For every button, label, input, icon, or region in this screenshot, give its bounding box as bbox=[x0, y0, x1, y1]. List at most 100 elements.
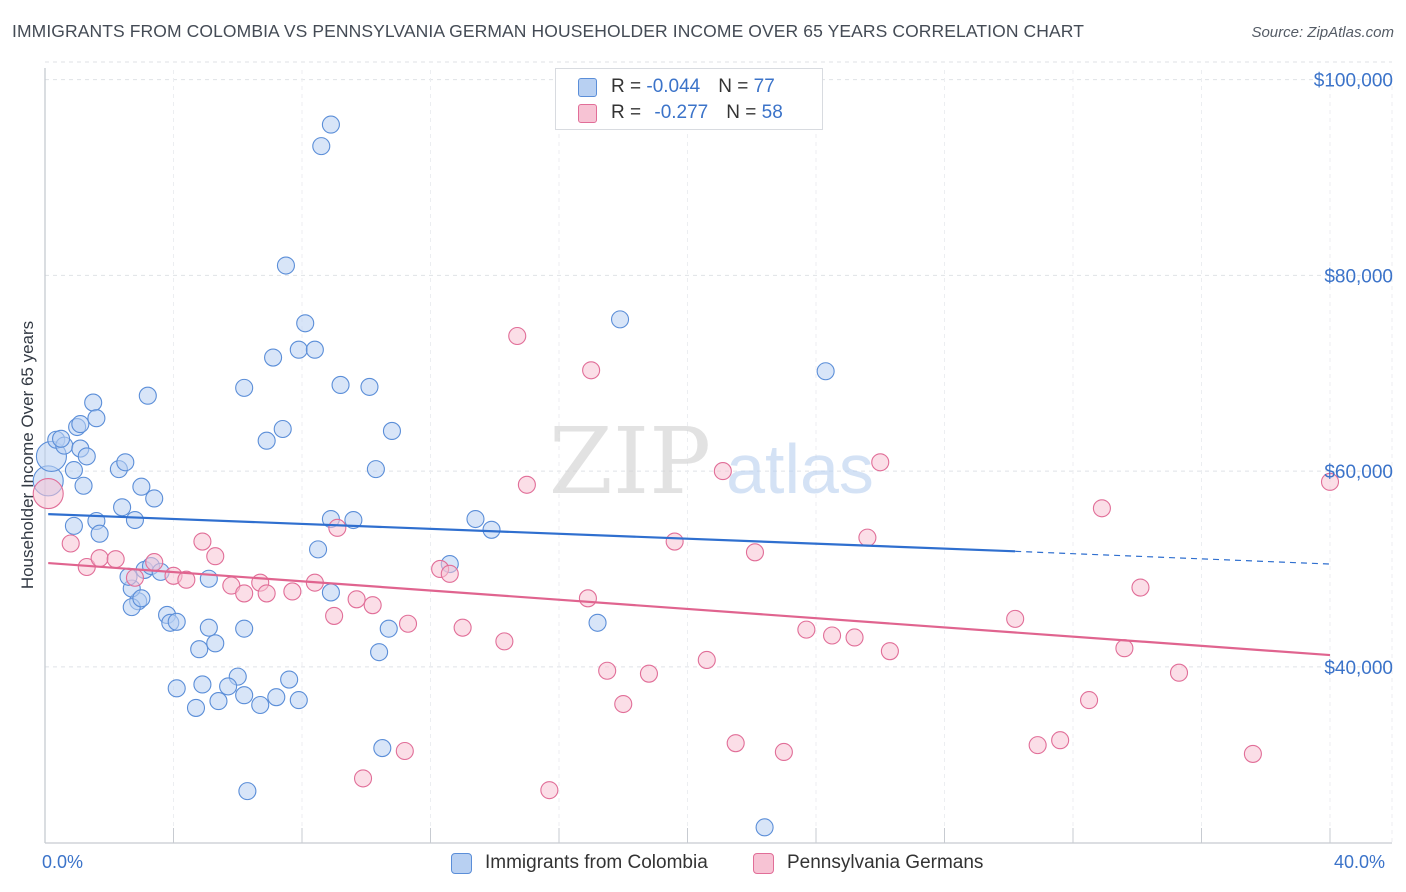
colombia-point-18 bbox=[138, 386, 157, 405]
colombia-point-41 bbox=[209, 692, 228, 711]
correlation-legend: R = -0.044 N = 77 R = -0.277 N = 58 bbox=[555, 68, 823, 130]
bottom-legend-swatch-blue bbox=[451, 853, 472, 874]
colombia-point-13 bbox=[90, 524, 109, 543]
pa-german-point-37 bbox=[745, 543, 765, 562]
pa-german-point-12 bbox=[235, 584, 254, 603]
pa-german-point-27 bbox=[517, 475, 536, 494]
watermark-atlas: atlas bbox=[726, 430, 874, 508]
pa-german-point-5 bbox=[125, 568, 144, 587]
colombia-point-15 bbox=[116, 453, 135, 472]
pa-german-point-54 bbox=[1320, 472, 1340, 491]
colombia-point-52 bbox=[331, 375, 350, 394]
pa-german-point-52 bbox=[1169, 663, 1189, 682]
pa-german-point-0 bbox=[32, 478, 64, 510]
colombia-point-62 bbox=[373, 739, 392, 758]
colombia-point-61 bbox=[370, 643, 389, 662]
pa-german-point-10 bbox=[206, 547, 225, 566]
watermark: ZIP atlas bbox=[549, 408, 874, 515]
colombia-point-73 bbox=[588, 613, 607, 632]
series-colombia-points bbox=[32, 115, 835, 837]
pa-german-point-19 bbox=[347, 590, 366, 609]
colombia-point-43 bbox=[235, 619, 254, 638]
colombia-point-74 bbox=[816, 362, 835, 381]
colombia-point-33 bbox=[167, 612, 186, 631]
pa-german-point-29 bbox=[578, 589, 597, 608]
colombia-point-71 bbox=[482, 520, 501, 539]
colombia-point-77 bbox=[312, 137, 331, 156]
pa-german-point-34 bbox=[697, 650, 716, 670]
colombia-point-5 bbox=[64, 461, 83, 480]
pa-german-point-8 bbox=[177, 570, 196, 589]
pa-german-point-20 bbox=[363, 596, 382, 615]
bottom-legend-label-pa-german: Pennsylvania Germans bbox=[787, 852, 984, 873]
trend-line-colombia bbox=[48, 513, 1016, 553]
y-tick-labels: $40,000 $60,000 $80,000 $100,000 bbox=[1314, 71, 1393, 679]
legend-swatch-blue bbox=[578, 78, 597, 97]
pa-german-point-31 bbox=[614, 694, 633, 714]
pa-german-point-30 bbox=[598, 661, 617, 680]
series-pa-german-points bbox=[32, 326, 1340, 800]
colombia-point-49 bbox=[296, 314, 315, 333]
pa-german-point-17 bbox=[328, 518, 347, 537]
pa-german-point-24 bbox=[453, 618, 472, 637]
colombia-point-59 bbox=[321, 583, 340, 602]
legend-swatch-pink bbox=[578, 104, 597, 123]
bottom-legend-swatch-pink bbox=[753, 853, 774, 874]
x-tick-min: 0.0% bbox=[42, 852, 84, 872]
pa-german-point-28 bbox=[582, 361, 601, 380]
colombia-point-39 bbox=[193, 675, 212, 694]
colombia-point-30 bbox=[132, 589, 151, 608]
colombia-point-76 bbox=[321, 115, 340, 134]
pa-german-point-42 bbox=[858, 528, 877, 547]
colombia-point-75 bbox=[755, 818, 774, 837]
pa-german-point-36 bbox=[726, 734, 745, 753]
legend-r-label: R = bbox=[611, 102, 647, 123]
source-label: Source: ZipAtlas.com bbox=[1251, 24, 1394, 41]
pa-german-point-35 bbox=[713, 462, 732, 481]
colombia-point-48 bbox=[289, 340, 308, 359]
pa-german-point-1 bbox=[61, 534, 80, 553]
colombia-point-19 bbox=[145, 489, 164, 508]
colombia-point-10 bbox=[84, 393, 103, 412]
colombia-point-63 bbox=[267, 688, 286, 707]
colombia-point-17 bbox=[132, 477, 151, 496]
colombia-point-21 bbox=[64, 516, 83, 535]
grid-lines bbox=[45, 61, 1393, 843]
colombia-point-40 bbox=[167, 679, 186, 698]
colombia-point-67 bbox=[238, 782, 257, 801]
colombia-point-58 bbox=[309, 540, 328, 559]
colombia-point-46 bbox=[257, 431, 276, 450]
colombia-point-54 bbox=[382, 421, 402, 440]
pa-german-point-53 bbox=[1243, 744, 1262, 763]
pa-german-point-43 bbox=[871, 453, 890, 472]
pa-german-point-41 bbox=[845, 628, 864, 647]
legend-r-label: R = bbox=[611, 76, 647, 97]
colombia-point-50 bbox=[305, 340, 324, 359]
legend-n-value: 77 bbox=[753, 76, 775, 97]
trend-lines bbox=[48, 513, 1331, 657]
colombia-point-68 bbox=[289, 691, 308, 710]
legend-n-label: N = bbox=[726, 102, 762, 123]
pa-german-point-46 bbox=[1028, 736, 1047, 755]
y-axis-label: Householder Income Over 65 years bbox=[18, 320, 37, 590]
trend-line-colombia-extension bbox=[1015, 550, 1331, 565]
pa-german-point-6 bbox=[145, 553, 164, 572]
bottom-legend-label-colombia: Immigrants from Colombia bbox=[485, 852, 708, 873]
colombia-point-42 bbox=[199, 618, 218, 637]
colombia-point-56 bbox=[344, 510, 363, 530]
pa-german-point-15 bbox=[283, 582, 302, 601]
legend-text-colombia: R = -0.044 N = 77 bbox=[611, 76, 775, 98]
axes bbox=[44, 68, 1392, 844]
colombia-point-35 bbox=[206, 634, 225, 653]
pa-german-point-23 bbox=[440, 564, 459, 583]
colombia-point-44 bbox=[186, 698, 206, 717]
colombia-point-60 bbox=[379, 619, 398, 638]
legend-text-pa-german: R = -0.277 N = 58 bbox=[611, 102, 783, 124]
pa-german-point-38 bbox=[774, 742, 793, 762]
legend-r-value: -0.044 bbox=[646, 76, 701, 97]
pa-german-point-14 bbox=[257, 584, 276, 603]
pa-german-point-3 bbox=[90, 549, 109, 568]
y-tick-label-0: $40,000 bbox=[1324, 658, 1393, 679]
y-tick-label-1: $60,000 bbox=[1324, 462, 1393, 483]
